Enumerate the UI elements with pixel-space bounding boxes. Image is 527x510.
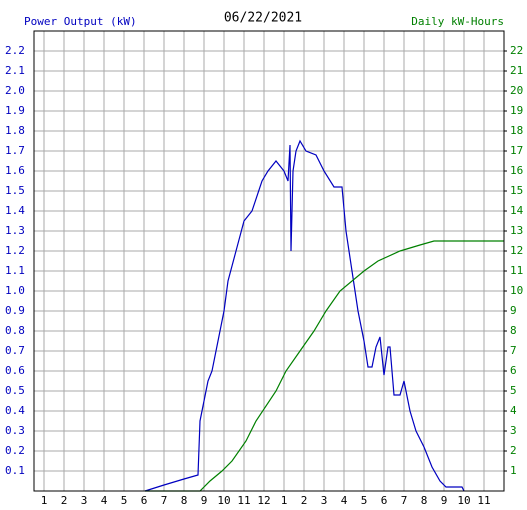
y2-tick-label: 16 [510, 164, 523, 177]
x-tick-label: 9 [441, 494, 448, 507]
y2-tick-label: 12 [510, 244, 523, 257]
y2-tick-label: 2 [510, 444, 517, 457]
y2-tick-label: 8 [510, 324, 517, 337]
y-tick-label: 1.5 [5, 184, 25, 197]
y-tick-label: 2.1 [5, 64, 25, 77]
x-tick-label: 8 [421, 494, 428, 507]
y2-axis-label: Daily kW-Hours [411, 15, 504, 28]
x-tick-label: 12 [257, 494, 270, 507]
x-tick-label: 7 [401, 494, 408, 507]
x-tick-label: 5 [361, 494, 368, 507]
marks [144, 139, 504, 492]
y-tick-label: 1.2 [5, 244, 25, 257]
y2-tick-label: 13 [510, 224, 523, 237]
y2-tick-label: 15 [510, 184, 523, 197]
x-tick-label: 4 [341, 494, 348, 507]
y2-tick-label: 22 [510, 44, 523, 57]
y-tick-label: 1.7 [5, 144, 25, 157]
x-tick-label: 3 [81, 494, 88, 507]
x-tick-label: 7 [161, 494, 168, 507]
y2-tick-label: 5 [510, 384, 517, 397]
y2-tick-label: 18 [510, 124, 523, 137]
y2-tick-label: 17 [510, 144, 523, 157]
y2-tick-label: 9 [510, 304, 517, 317]
y2-tick-label: 4 [510, 404, 517, 417]
x-tick-label: 10 [457, 494, 470, 507]
x-tick-label: 11 [477, 494, 490, 507]
y-tick-label: 0.4 [5, 404, 25, 417]
y-tick-label: 1.1 [5, 264, 25, 277]
x-tick-label: 2 [301, 494, 308, 507]
x-tick-label: 4 [101, 494, 108, 507]
x-tick-label: 3 [321, 494, 328, 507]
y2-tick-label: 19 [510, 104, 523, 117]
y-tick-label: 0.5 [5, 384, 25, 397]
y2-tick-label: 3 [510, 424, 517, 437]
plot-frame [33, 30, 505, 492]
y-tick-label: 0.8 [5, 324, 25, 337]
y2-tick-label: 21 [510, 64, 523, 77]
x-tick-label: 2 [61, 494, 68, 507]
y-tick-label: 1.0 [5, 284, 25, 297]
y-tick-label: 1.3 [5, 224, 25, 237]
y-tick-label: 1.9 [5, 104, 25, 117]
y-tick-label: 1.4 [5, 204, 25, 217]
y-tick-label: 0.1 [5, 464, 25, 477]
y-tick-label: 2.0 [5, 84, 25, 97]
y-tick-label: 0.7 [5, 344, 25, 357]
series-line [145, 240, 504, 492]
x-tick-label: 10 [217, 494, 230, 507]
y2-tick-label: 10 [510, 284, 523, 297]
y-tick-label: 0.3 [5, 424, 25, 437]
y2-tick-label: 6 [510, 364, 517, 377]
x-tick-label: 1 [41, 494, 48, 507]
x-tick-label: 5 [121, 494, 128, 507]
y2-tick-label: 7 [510, 344, 517, 357]
y-tick-label: 1.8 [5, 124, 25, 137]
y2-tick-label: 20 [510, 84, 523, 97]
y2-tick-label: 14 [510, 204, 524, 217]
y2-tick-label: 11 [510, 264, 523, 277]
x-tick-label: 9 [201, 494, 208, 507]
grid [34, 31, 504, 491]
x-tick-label: 1 [281, 494, 288, 507]
y-tick-label: 0.2 [5, 444, 25, 457]
chart-title: 06/22/2021 [224, 11, 302, 26]
y-tick-label: 0.6 [5, 364, 25, 377]
y-axis-label: Power Output (kW) [24, 15, 137, 28]
series-line [144, 139, 465, 492]
x-tick-label: 8 [181, 494, 188, 507]
y-tick-label: 0.9 [5, 304, 25, 317]
x-tick-label: 6 [381, 494, 388, 507]
x-tick-label: 11 [237, 494, 250, 507]
x-tick-label: 6 [141, 494, 148, 507]
y-tick-label: 2.2 [5, 44, 25, 57]
y2-tick-label: 1 [510, 464, 517, 477]
y-tick-label: 1.6 [5, 164, 25, 177]
